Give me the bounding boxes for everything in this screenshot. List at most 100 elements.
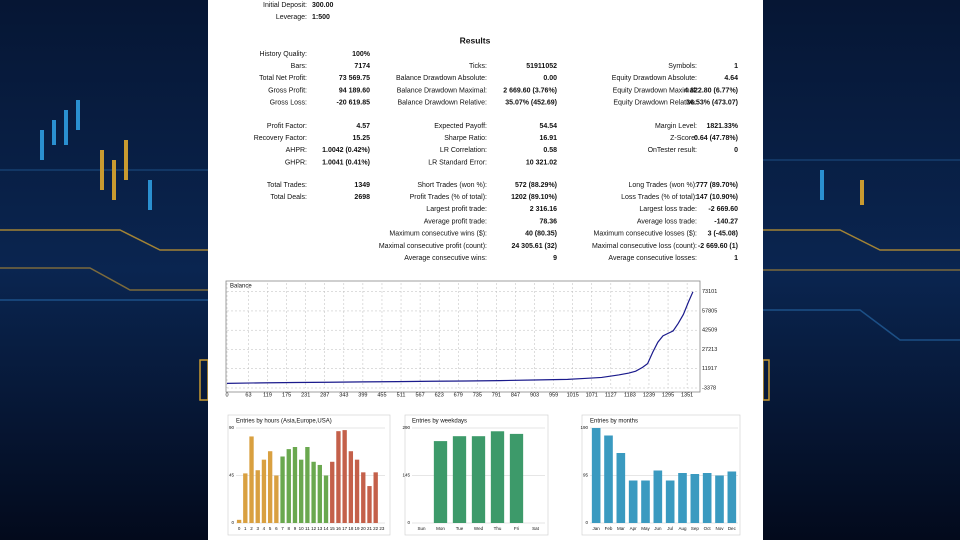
x-tick-label: 0 (225, 392, 228, 398)
y-tick-label: 90 (229, 425, 235, 430)
stat-label: Loss Trades (% of total): (621, 194, 697, 201)
x-tick-label: 511 (397, 392, 406, 398)
stats: Initial Deposit: 300.00 Leverage: 1:500 Hist… (254, 2, 739, 262)
x-tick-label: Tue (456, 526, 464, 531)
x-tick-label: 14 (324, 526, 330, 531)
x-tick-label: Jun (654, 526, 662, 531)
bar (292, 447, 298, 523)
bar (305, 447, 310, 523)
x-tick-label: Oct (704, 526, 712, 531)
y-tick-label: 0 (585, 520, 588, 525)
field-value: 1:500 (312, 14, 330, 21)
bar (361, 472, 366, 523)
bar (323, 475, 329, 523)
stat-value: 40 (80.35) (525, 231, 557, 238)
chart-title: Entries by hours (Asia,Europe,USA) (236, 419, 332, 425)
bar (280, 456, 285, 523)
stat-value: 4.64 (724, 75, 738, 82)
stat-label: Average profit trade: (424, 218, 487, 225)
x-tick-label: 22 (373, 526, 379, 531)
stat-value: 36.53% (473.07) (686, 100, 738, 107)
stat-value: -2 669.60 (1) (698, 243, 738, 250)
field-label: Leverage: (276, 14, 307, 21)
bar (433, 441, 448, 523)
x-tick-label: 1183 (624, 392, 636, 398)
stat-label: Equity Drawdown Relative: (613, 100, 697, 107)
y-tick-label: 0 (231, 520, 234, 525)
stat-label: Bars: (291, 63, 307, 70)
x-tick-label: 1071 (586, 392, 598, 398)
y-tick-label: 27213 (702, 347, 717, 353)
stat-value: 1 (734, 255, 738, 262)
x-tick-label: Nov (715, 526, 724, 531)
stat-label: Sharpe Ratio: (444, 135, 487, 142)
x-tick-label: 735 (473, 392, 482, 398)
x-tick-label: Thu (494, 526, 502, 531)
x-tick-label: 13 (317, 526, 323, 531)
stat-label: LR Correlation: (440, 147, 487, 154)
x-tick-label: Wed (474, 526, 484, 531)
stat-label: Equity Drawdown Absolute: (612, 75, 697, 82)
bar (678, 473, 687, 523)
chart-title: Entries by months (590, 419, 638, 425)
x-tick-label: 119 (263, 392, 272, 398)
x-tick-label: 5 (269, 526, 272, 531)
stat-label: Maximal consecutive profit (count): (379, 243, 487, 250)
x-tick-label: 15 (330, 526, 336, 531)
y-tick-label: 190 (580, 425, 588, 430)
x-tick-label: 21 (367, 526, 373, 531)
bar (311, 461, 316, 523)
bar (286, 449, 291, 523)
x-tick-label: 679 (454, 392, 463, 398)
stat-value: 10 321.02 (526, 159, 557, 166)
x-tick-label: Mon (436, 526, 445, 531)
stat-value: 16.91 (539, 135, 557, 142)
bar (261, 459, 267, 523)
stat-value: 24 305.61 (32) (511, 243, 557, 250)
x-tick-label: 0 (238, 526, 241, 531)
stat-label: Symbols: (668, 63, 697, 70)
balance-line (226, 291, 694, 384)
field-value: 300.00 (312, 2, 334, 9)
x-tick-label: 12 (311, 526, 317, 531)
bar (255, 470, 260, 523)
y-tick-label: 73101 (702, 289, 717, 295)
stat-label: LR Standard Error: (428, 159, 487, 166)
x-tick-label: Jan (593, 526, 601, 531)
bar (330, 461, 335, 523)
stat-label: Total Deals: (270, 194, 307, 201)
stat-value: 0.58 (543, 147, 557, 154)
stat-label: Short Trades (won %): (417, 182, 487, 189)
x-tick-label: 3 (256, 526, 259, 531)
x-tick-label: 455 (377, 392, 386, 398)
stat-value: 1349 (354, 182, 370, 189)
stat-label: Profit Factor: (267, 123, 307, 130)
stat-value: 2 669.60 (3.76%) (503, 87, 557, 94)
x-tick-label: 8 (288, 526, 291, 531)
x-tick-label: 23 (379, 526, 385, 531)
bar (665, 480, 675, 523)
x-tick-label: 903 (530, 392, 539, 398)
x-tick-label: Mar (617, 526, 625, 531)
chart-title: Entries by weekdays (412, 419, 467, 425)
x-tick-label: 18 (348, 526, 354, 531)
stat-label: OnTester result: (648, 147, 697, 154)
stat-value: 1 (734, 63, 738, 70)
stat-value: 3 (-45.08) (708, 231, 738, 238)
x-tick-label: Aug (678, 526, 687, 531)
stat-value: 51911052 (526, 63, 557, 70)
bar (653, 470, 663, 523)
stat-value: 0.64 (47.78%) (694, 135, 738, 142)
stat-value: 7174 (354, 63, 370, 70)
bar (604, 435, 613, 523)
stat-value: 73 569.75 (339, 75, 370, 82)
y-tick-label: 145 (402, 473, 410, 478)
chart-frame (225, 280, 701, 393)
stat-value: 4.57 (356, 123, 370, 130)
x-tick-label: 19 (355, 526, 361, 531)
bar (274, 475, 279, 523)
y-tick-label: 290 (402, 425, 410, 430)
stat-value: 777 (89.70%) (696, 182, 738, 189)
x-tick-label: 231 (301, 392, 310, 398)
x-tick-label: 343 (339, 392, 348, 398)
